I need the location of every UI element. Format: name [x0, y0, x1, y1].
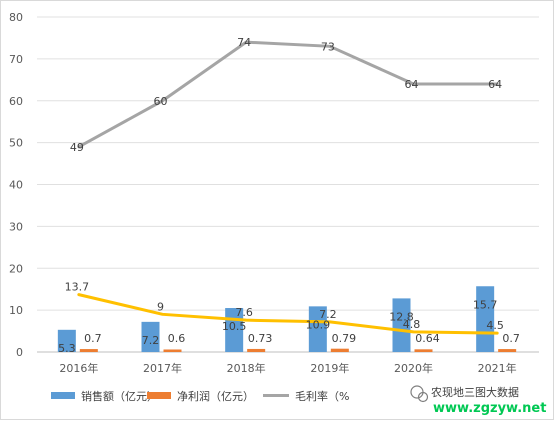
legend-label: 毛利率（%	[295, 389, 349, 403]
yellow-line-data-label: 13.7	[65, 281, 90, 294]
x-tick-label: 2017年	[143, 361, 182, 375]
gross-margin-data-label: 64	[488, 78, 502, 91]
y-tick-label: 50	[9, 137, 23, 150]
y-tick-label: 30	[9, 220, 23, 233]
legend-label: 净利润（亿元）	[177, 389, 254, 403]
gross-margin-data-label: 64	[405, 78, 419, 91]
sales-data-label: 7.2	[142, 334, 160, 347]
y-tick-label: 0	[16, 346, 23, 359]
legend-label: 销售额（亿元）	[81, 389, 158, 403]
gross-margin-data-label: 74	[237, 36, 251, 49]
gross-margin-data-label: 60	[154, 95, 168, 108]
y-tick-label: 40	[9, 179, 23, 192]
profit-bar	[79, 349, 98, 352]
gross-margin-data-label: 49	[70, 141, 84, 154]
legend-swatch	[147, 392, 171, 399]
sales-bar	[476, 286, 495, 352]
x-tick-label: 2020年	[394, 361, 433, 375]
profit-bar	[247, 348, 266, 352]
lines	[77, 40, 499, 335]
sales-bar	[141, 321, 160, 352]
gross-margin-line	[77, 40, 499, 149]
y-tick-label: 60	[9, 95, 23, 108]
x-axis-ticks: 2016年 2017年 2018年 2019年 2020年 2021年	[59, 361, 516, 375]
profit-data-label: 0.64	[415, 332, 440, 345]
sales-bar	[392, 298, 411, 352]
sales-bar	[308, 306, 327, 352]
y-tick-label: 10	[9, 304, 23, 317]
profit-data-label: 0.7	[502, 332, 520, 345]
wechat-icon	[410, 385, 429, 403]
yellow-line-data-label: 7.2	[319, 308, 337, 321]
y-tick-label: 70	[9, 53, 23, 66]
gridlines	[37, 16, 539, 353]
profit-bar	[330, 348, 349, 352]
profit-data-label: 0.7	[84, 332, 102, 345]
legend: 销售额（亿元） 净利润（亿元） 毛利率（%	[51, 389, 349, 403]
sales-data-label: 10.9	[306, 318, 331, 331]
watermark-url: www.zgzyw.net	[433, 401, 546, 416]
x-tick-label: 2016年	[59, 361, 98, 375]
sales-data-label: 12.8	[389, 310, 414, 323]
sales-data-label: 10.5	[222, 320, 247, 333]
yellow-line-data-label: 4.5	[486, 319, 504, 332]
profit-bar	[163, 349, 182, 352]
watermark-text: 农现地三图大数据	[431, 385, 519, 399]
data-labels: 5.37.210.5 10.912.815.70.7 0.6 0.73 0.79 0.64…	[58, 36, 520, 355]
x-tick-label: 2021年	[478, 361, 517, 375]
x-tick-label: 2019年	[310, 361, 349, 375]
x-tick-label: 2018年	[227, 361, 266, 375]
profit-data-label: 0.79	[332, 332, 357, 345]
y-axis-ticks: 0 10 20 30 40 50 60 70 80	[9, 11, 23, 359]
y-tick-label: 80	[9, 11, 23, 24]
profit-data-label: 0.73	[248, 332, 273, 345]
sales-bar	[57, 329, 76, 352]
profit-data-label: 0.6	[168, 332, 186, 345]
profit-bar	[498, 349, 517, 352]
yellow-line-data-label: 9	[157, 300, 164, 313]
y-tick-label: 20	[9, 262, 23, 275]
yellow-line	[77, 293, 499, 335]
profit-bar	[414, 349, 433, 352]
bars	[57, 286, 517, 352]
watermark: 农现地三图大数据 www.zgzyw.net	[410, 385, 546, 416]
gross-margin-data-label: 73	[321, 40, 335, 53]
yellow-line-data-label: 4.8	[403, 318, 421, 331]
sales-data-label: 5.3	[58, 342, 76, 355]
legend-swatch	[51, 392, 75, 399]
yellow-line-data-label: 7.6	[235, 306, 253, 319]
sales-data-label: 15.7	[473, 298, 498, 311]
